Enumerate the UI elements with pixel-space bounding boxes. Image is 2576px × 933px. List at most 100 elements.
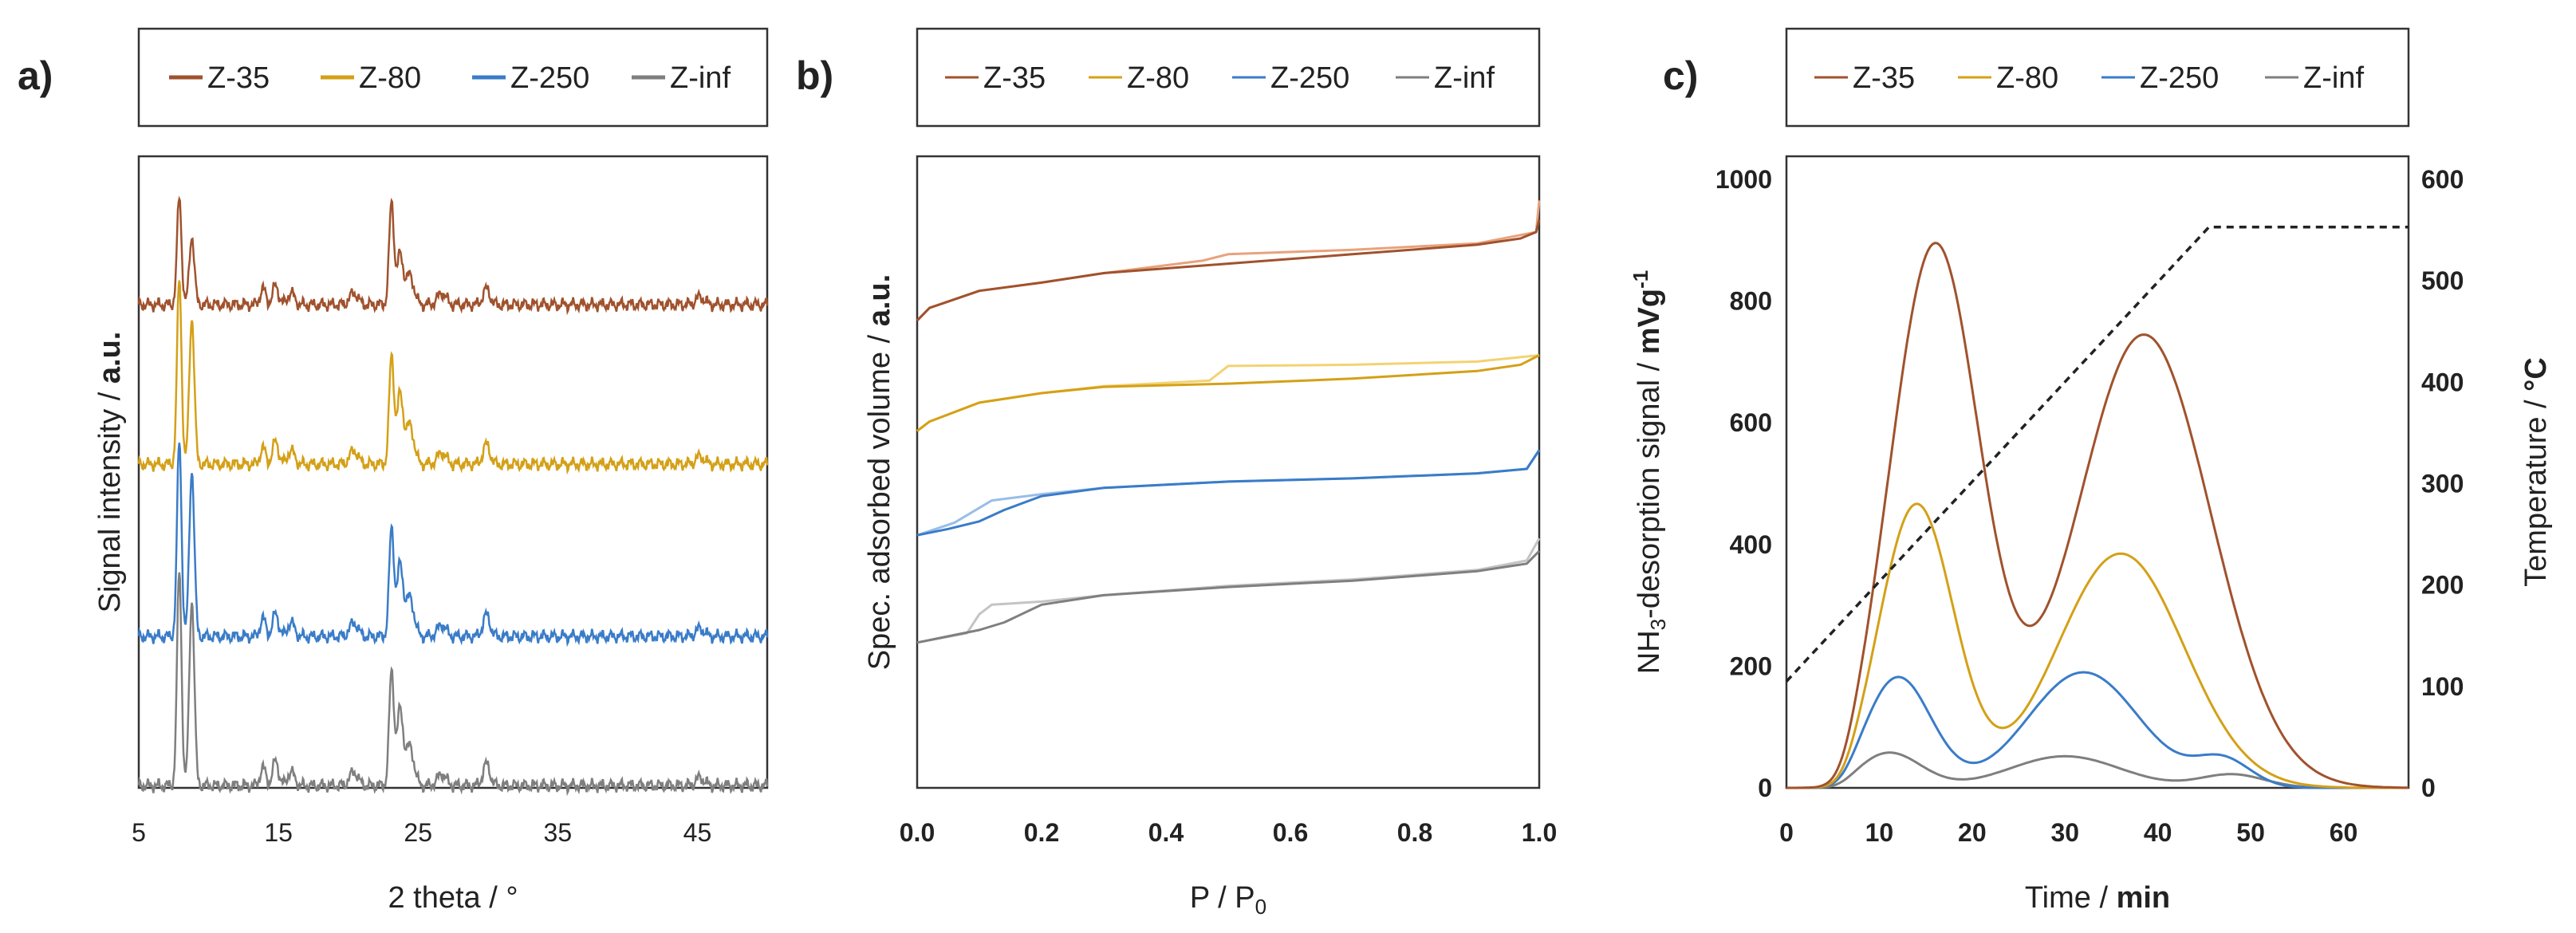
panel-a-legend: Z-35 Z-80 Z-250 Z-inf bbox=[169, 61, 731, 95]
legend-item-z-80: Z-80 bbox=[1958, 61, 2058, 95]
panel-a-x-ticks: 5 15 25 35 45 bbox=[132, 818, 711, 847]
panel-a-xrd: a) Z-35 Z-80 Z-250 Z-inf 5 15 25 35 45 2 theta … bbox=[18, 27, 769, 915]
x-tick-label: 30 bbox=[2050, 818, 2079, 847]
xrd-line-z-80 bbox=[137, 280, 769, 475]
panel-c-legend-box bbox=[1785, 27, 2410, 128]
tpd-line-z-250 bbox=[1786, 671, 2409, 789]
panel-b-letter: b) bbox=[796, 53, 833, 98]
legend-label: Z-80 bbox=[1127, 61, 1189, 95]
panel-b-legend-box bbox=[916, 27, 1541, 128]
legend-item-z-80: Z-80 bbox=[1089, 61, 1189, 95]
desorption-line-z-80 bbox=[916, 354, 1540, 432]
legend-label: Z-inf bbox=[2303, 61, 2364, 95]
panel-a-plot-area bbox=[137, 195, 769, 797]
x-tick-label: 40 bbox=[2144, 818, 2172, 847]
legend-label: Z-inf bbox=[1434, 61, 1495, 95]
x-tick-label: 1.0 bbox=[1522, 818, 1557, 847]
panel-c-y-ticks: 0 200 400 600 800 1000 bbox=[1715, 165, 1772, 802]
x-tick-label: 0.6 bbox=[1273, 818, 1308, 847]
y2-tick-label: 500 bbox=[2421, 266, 2464, 295]
panel-a-x-label: 2 theta / ° bbox=[388, 881, 518, 915]
desorption-line-z-inf bbox=[916, 537, 1541, 644]
y-tick-label: 600 bbox=[1730, 408, 1772, 437]
x-tick-label: 0.4 bbox=[1148, 818, 1184, 847]
panel-c-letter: c) bbox=[1663, 53, 1698, 98]
panel-c-plot-area bbox=[1785, 226, 2409, 789]
panel-c-plot-frame bbox=[1785, 155, 2410, 789]
adsorption-line-z-35 bbox=[916, 218, 1541, 321]
panel-a-letter: a) bbox=[18, 53, 53, 98]
x-tick-label: 0.0 bbox=[900, 818, 935, 847]
adsorption-line-z-80 bbox=[916, 354, 1540, 432]
panel-b-plot-area bbox=[916, 200, 1541, 644]
y2-tick-label: 600 bbox=[2421, 165, 2464, 194]
x-tick-label: 5 bbox=[132, 818, 146, 847]
y-tick-label: 800 bbox=[1730, 287, 1772, 316]
x-tick-label: 0 bbox=[1779, 818, 1794, 847]
x-tick-label: 15 bbox=[264, 818, 293, 847]
x-tick-label: 25 bbox=[404, 818, 432, 847]
legend-label: Z-80 bbox=[359, 61, 421, 95]
x-tick-label: 35 bbox=[544, 818, 573, 847]
legend-label: Z-250 bbox=[1270, 61, 1349, 95]
y2-tick-label: 200 bbox=[2421, 571, 2464, 600]
legend-label: Z-250 bbox=[2140, 61, 2219, 95]
panel-c-legend: Z-35 Z-80 Z-250 Z-inf bbox=[1814, 61, 2364, 95]
x-tick-label: 45 bbox=[683, 818, 712, 847]
legend-item-z-35: Z-35 bbox=[1814, 61, 1915, 95]
legend-item-z-inf: Z-inf bbox=[1396, 61, 1495, 95]
panel-b-y-label: Spec. adsorbed volume / a.u. bbox=[863, 274, 896, 670]
panel-b-isotherms: b) Z-35 Z-80 Z-250 Z-inf 0.0 0.2 0.4 0.6 0.8 1.0… bbox=[796, 27, 1557, 919]
legend-item-z-250: Z-250 bbox=[2101, 61, 2219, 95]
y-tick-label: 200 bbox=[1730, 652, 1772, 680]
legend-label: Z-80 bbox=[1996, 61, 2058, 95]
y2-tick-label: 300 bbox=[2421, 470, 2464, 498]
legend-label: Z-35 bbox=[983, 61, 1046, 95]
x-tick-label: 0.8 bbox=[1397, 818, 1432, 847]
legend-item-z-inf: Z-inf bbox=[632, 61, 731, 95]
legend-item-z-35: Z-35 bbox=[945, 61, 1046, 95]
panel-b-x-label: P / P0 bbox=[1190, 881, 1266, 919]
panel-b-plot-frame bbox=[916, 155, 1541, 789]
adsorption-line-z-250 bbox=[916, 449, 1541, 537]
legend-label: Z-inf bbox=[670, 61, 731, 95]
panel-c-y-label: NH3-desorption signal / mVg-1 bbox=[1629, 270, 1670, 674]
panel-a-y-label: Signal intensity / a.u. bbox=[93, 332, 127, 613]
y2-tick-label: 400 bbox=[2421, 368, 2464, 396]
legend-label: Z-35 bbox=[1853, 61, 1915, 95]
desorption-line-z-250 bbox=[916, 449, 1541, 537]
xrd-line-z-250 bbox=[137, 443, 769, 648]
x-tick-label: 50 bbox=[2236, 818, 2265, 847]
xrd-line-z-35 bbox=[137, 195, 769, 316]
y2-tick-label: 100 bbox=[2421, 672, 2464, 701]
desorption-line-z-35 bbox=[916, 200, 1541, 321]
temperature-ramp-line bbox=[1785, 226, 2409, 683]
x-tick-label: 20 bbox=[1958, 818, 1987, 847]
legend-item-z-35: Z-35 bbox=[169, 61, 270, 95]
y2-tick-label: 0 bbox=[2421, 774, 2436, 802]
panel-c-y2-label: Temperature / °C bbox=[2519, 357, 2553, 587]
legend-label: Z-35 bbox=[207, 61, 270, 95]
panel-c-x-label: Time / min bbox=[2025, 881, 2170, 915]
x-tick-label: 0.2 bbox=[1024, 818, 1059, 847]
y-tick-label: 400 bbox=[1730, 530, 1772, 559]
y-tick-label: 0 bbox=[1758, 774, 1772, 802]
legend-item-z-80: Z-80 bbox=[321, 61, 421, 95]
panel-b-legend: Z-35 Z-80 Z-250 Z-inf bbox=[945, 61, 1495, 95]
y-tick-label: 1000 bbox=[1715, 165, 1772, 194]
xrd-line-z-inf bbox=[137, 572, 769, 797]
panel-b-x-ticks: 0.0 0.2 0.4 0.6 0.8 1.0 bbox=[900, 818, 1557, 847]
legend-item-z-inf: Z-inf bbox=[2265, 61, 2364, 95]
legend-item-z-250: Z-250 bbox=[472, 61, 589, 95]
legend-item-z-250: Z-250 bbox=[1232, 61, 1349, 95]
panel-a-plot-frame bbox=[137, 155, 769, 789]
x-tick-label: 10 bbox=[1865, 818, 1894, 847]
legend-label: Z-250 bbox=[510, 61, 589, 95]
x-tick-label: 60 bbox=[2330, 818, 2358, 847]
panel-c-tpd: c) Z-35 Z-80 Z-250 Z-inf 0 10 20 30 40 50 60 0 200… bbox=[1629, 27, 2553, 915]
panel-c-y2-ticks: 0 100 200 300 400 500 600 bbox=[2421, 165, 2464, 802]
tpd-line-z-35 bbox=[1786, 242, 2409, 789]
adsorption-line-z-inf bbox=[916, 549, 1541, 644]
panel-c-x-ticks: 0 10 20 30 40 50 60 bbox=[1779, 818, 2357, 847]
